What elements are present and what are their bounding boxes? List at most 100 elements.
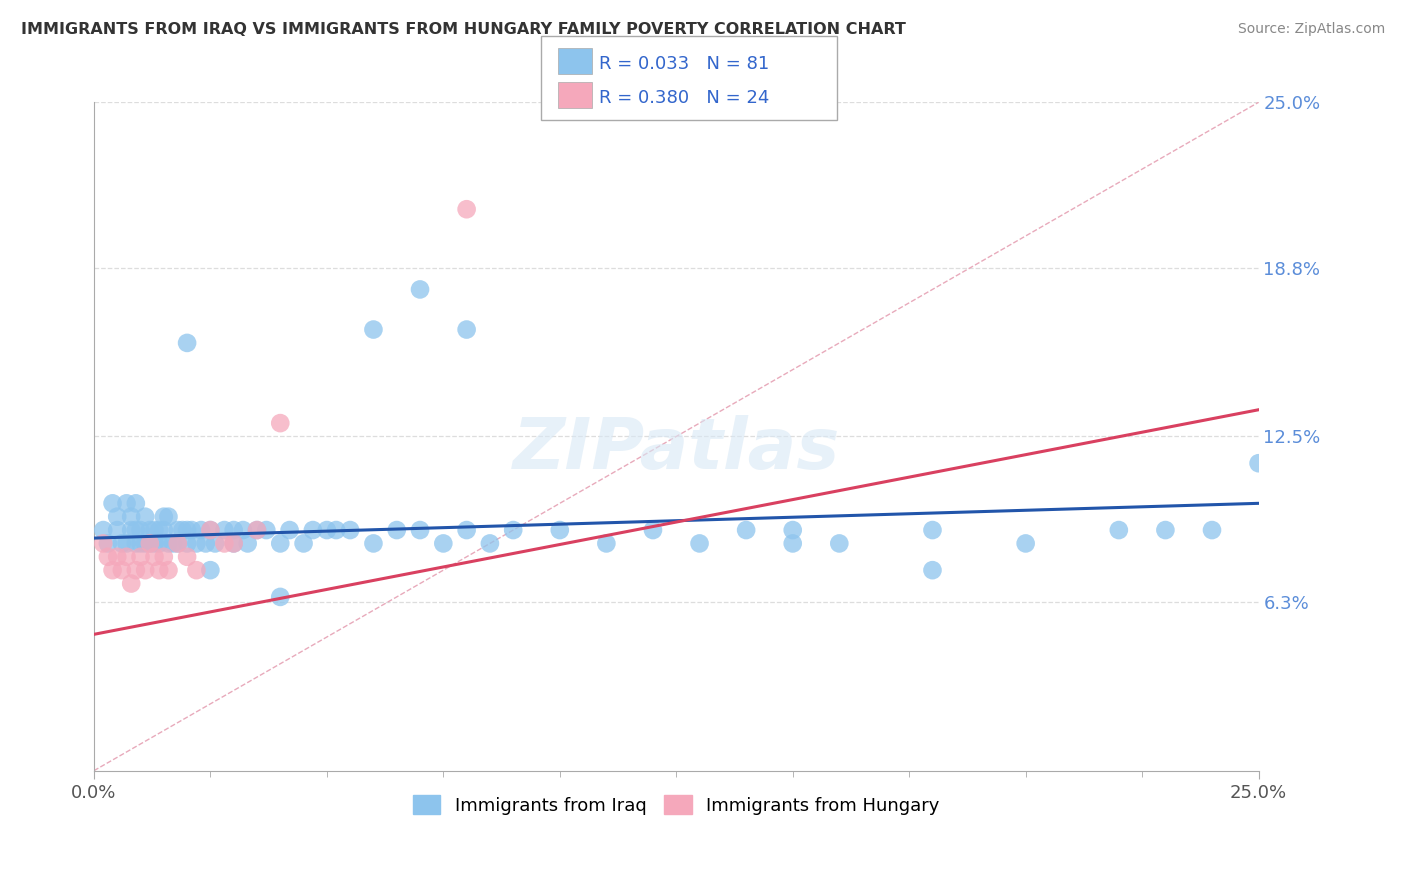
Point [1201,523,1223,537]
Point [315,523,337,537]
Point [190,523,212,537]
Point [921,563,943,577]
Point [134,509,156,524]
Point [129,536,152,550]
Point [214,523,236,537]
Point [204,536,226,550]
Point [153,523,176,537]
Point [139,536,162,550]
Point [157,563,180,577]
Point [921,523,943,537]
Point [1014,536,1036,550]
Text: ZIPatlas: ZIPatlas [513,416,839,484]
Point [735,523,758,537]
Point [269,416,291,430]
Point [214,536,236,550]
Point [176,536,198,550]
Point [200,563,222,577]
Point [105,523,128,537]
Point [111,536,134,550]
Text: R = 0.033   N = 81: R = 0.033 N = 81 [599,55,769,73]
Point [166,536,188,550]
Point [782,536,804,550]
Point [148,523,170,537]
Point [641,523,664,537]
Point [97,549,120,564]
Point [456,322,478,336]
Point [222,536,245,550]
Point [302,523,325,537]
Point [180,523,202,537]
Point [1108,523,1130,537]
Point [129,523,152,537]
Point [115,496,138,510]
Point [292,536,315,550]
Point [125,563,148,577]
Point [246,523,269,537]
Point [101,496,124,510]
Point [194,536,217,550]
Point [172,523,194,537]
Point [143,536,166,550]
Point [120,576,142,591]
Point [153,509,176,524]
Point [222,523,245,537]
Point [134,536,156,550]
Point [176,523,198,537]
Point [222,536,245,550]
Legend: Immigrants from Iraq, Immigrants from Hungary: Immigrants from Iraq, Immigrants from Hu… [406,788,946,822]
Point [432,536,454,550]
Point [278,523,301,537]
Point [232,523,254,537]
Point [125,496,148,510]
Point [254,523,277,537]
Point [269,536,291,550]
Point [157,509,180,524]
Point [105,549,128,564]
Point [409,523,432,537]
Point [153,549,176,564]
Point [148,563,170,577]
Point [269,590,291,604]
Point [502,523,524,537]
Point [186,536,208,550]
Point [166,536,188,550]
Point [166,523,188,537]
Point [363,536,385,550]
Text: Source: ZipAtlas.com: Source: ZipAtlas.com [1237,22,1385,37]
Point [148,536,170,550]
Point [115,549,138,564]
Point [143,549,166,564]
Point [176,549,198,564]
Point [97,536,120,550]
Point [105,509,128,524]
Point [409,282,432,296]
Point [456,523,478,537]
Text: IMMIGRANTS FROM IRAQ VS IMMIGRANTS FROM HUNGARY FAMILY POVERTY CORRELATION CHART: IMMIGRANTS FROM IRAQ VS IMMIGRANTS FROM … [21,22,905,37]
Point [200,523,222,537]
Point [548,523,571,537]
Point [139,536,162,550]
Point [143,523,166,537]
Point [91,536,114,550]
Point [200,523,222,537]
Point [236,536,259,550]
Point [125,536,148,550]
Point [339,523,361,537]
Point [125,523,148,537]
Point [478,536,501,550]
Point [91,523,114,537]
Point [120,523,142,537]
Point [456,202,478,217]
Point [782,523,804,537]
Point [325,523,347,537]
Point [139,523,162,537]
Point [689,536,711,550]
Point [162,536,184,550]
Point [134,563,156,577]
Point [157,536,180,550]
Point [828,536,851,550]
Point [129,549,152,564]
Point [595,536,617,550]
Point [120,509,142,524]
